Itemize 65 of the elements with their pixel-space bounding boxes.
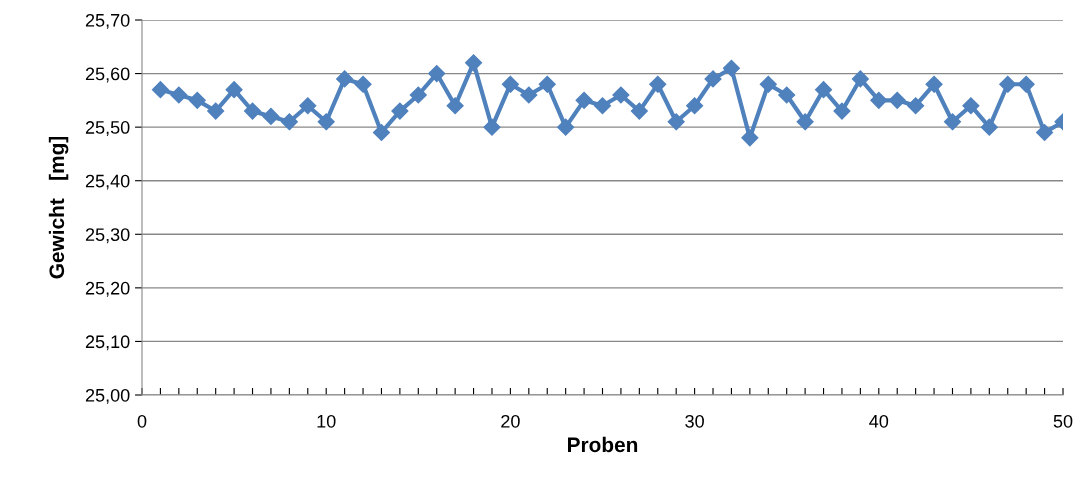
point	[243, 102, 262, 120]
y-axis-title: Gewicht [mg]	[48, 136, 69, 279]
point	[649, 75, 667, 93]
y-tick-label: 25,70	[85, 13, 130, 29]
y-tick-label: 25,50	[85, 121, 130, 136]
x-tick-label: 0	[137, 414, 147, 428]
point	[409, 86, 427, 104]
x-tick-label: 50	[1053, 414, 1073, 428]
point	[851, 70, 869, 88]
point	[428, 65, 446, 83]
point	[317, 113, 335, 131]
point	[336, 70, 354, 88]
y-tick-label: 25,40	[85, 174, 130, 190]
y-tick-label: 25,10	[85, 335, 130, 351]
x-tick-label: 20	[501, 414, 520, 428]
point	[262, 107, 280, 125]
point	[575, 91, 593, 109]
point	[704, 70, 722, 88]
point	[962, 97, 980, 115]
point	[980, 118, 998, 136]
point	[1036, 123, 1054, 142]
point	[501, 75, 519, 93]
x-tick-label: 10	[317, 414, 336, 428]
point	[391, 102, 409, 120]
point	[207, 102, 225, 120]
point	[943, 113, 962, 131]
point	[870, 91, 888, 109]
point	[759, 75, 777, 93]
point	[520, 86, 538, 104]
point	[888, 91, 906, 109]
point	[630, 102, 648, 120]
point	[1017, 75, 1035, 93]
point	[557, 118, 575, 136]
point	[151, 81, 169, 99]
point	[465, 54, 483, 72]
point	[446, 97, 464, 115]
y-tick-label: 25,20	[85, 281, 130, 297]
point	[999, 75, 1017, 93]
point	[225, 81, 243, 99]
point	[538, 75, 556, 93]
point	[188, 91, 206, 109]
point	[778, 86, 796, 104]
y-tick-label: 25,60	[85, 67, 130, 83]
point	[170, 86, 188, 104]
point	[796, 113, 814, 131]
point	[741, 129, 759, 147]
point	[925, 75, 943, 93]
point	[372, 123, 391, 142]
point	[280, 113, 298, 131]
point	[907, 97, 925, 115]
x-axis-title: Proben	[568, 436, 638, 453]
point	[667, 113, 685, 131]
point	[722, 59, 740, 77]
point	[299, 97, 317, 115]
x-tick-label: 30	[685, 414, 704, 428]
x-tick-label: 40	[869, 414, 889, 428]
point	[833, 102, 851, 120]
point	[612, 86, 630, 104]
point	[814, 81, 833, 99]
y-tick-label: 25,30	[85, 228, 130, 244]
point	[483, 118, 501, 136]
y-tick-label: 25,00	[85, 388, 130, 404]
point	[354, 75, 372, 93]
point	[686, 97, 704, 115]
point	[593, 97, 612, 115]
